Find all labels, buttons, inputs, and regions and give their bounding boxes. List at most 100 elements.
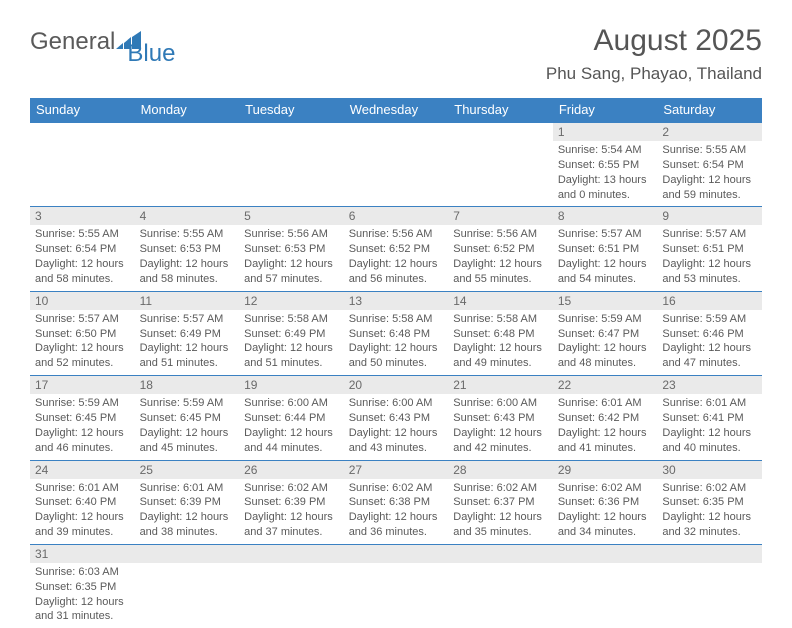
header: General Blue August 2025 Phu Sang, Phaya… — [30, 24, 762, 98]
daynum-empty — [344, 545, 449, 563]
day-number: 3 — [30, 207, 135, 225]
day-details: Sunrise: 6:01 AMSunset: 6:39 PMDaylight:… — [135, 479, 240, 544]
day-number: 13 — [344, 292, 449, 310]
cell-body-empty — [448, 140, 553, 190]
day-number: 31 — [30, 545, 135, 563]
cell-body-empty — [553, 563, 658, 613]
day-number: 21 — [448, 376, 553, 394]
day-cell: 18Sunrise: 5:59 AMSunset: 6:45 PMDayligh… — [135, 376, 240, 460]
daylight-text: Daylight: 12 hours and 50 minutes. — [349, 341, 444, 371]
day-cell: 29Sunrise: 6:02 AMSunset: 6:36 PMDayligh… — [553, 460, 658, 544]
daylight-text: Daylight: 12 hours and 47 minutes. — [662, 341, 757, 371]
day-number: 8 — [553, 207, 658, 225]
daylight-text: Daylight: 12 hours and 37 minutes. — [244, 510, 339, 540]
day-number: 19 — [239, 376, 344, 394]
day-details: Sunrise: 5:58 AMSunset: 6:48 PMDaylight:… — [448, 310, 553, 375]
day-details: Sunrise: 6:00 AMSunset: 6:43 PMDaylight:… — [448, 394, 553, 459]
sunset-text: Sunset: 6:43 PM — [453, 411, 548, 426]
sunset-text: Sunset: 6:35 PM — [35, 580, 130, 595]
sunrise-text: Sunrise: 6:02 AM — [453, 481, 548, 496]
daylight-text: Daylight: 12 hours and 51 minutes. — [140, 341, 235, 371]
daynum-empty — [239, 545, 344, 563]
day-details: Sunrise: 5:55 AMSunset: 6:54 PMDaylight:… — [30, 225, 135, 290]
day-cell: 10Sunrise: 5:57 AMSunset: 6:50 PMDayligh… — [30, 291, 135, 375]
cell-body-empty — [448, 563, 553, 613]
cell-body-empty — [135, 140, 240, 190]
day-number: 4 — [135, 207, 240, 225]
sunset-text: Sunset: 6:54 PM — [35, 242, 130, 257]
day-details: Sunrise: 5:58 AMSunset: 6:49 PMDaylight:… — [239, 310, 344, 375]
day-cell: 27Sunrise: 6:02 AMSunset: 6:38 PMDayligh… — [344, 460, 449, 544]
day-cell: 7Sunrise: 5:56 AMSunset: 6:52 PMDaylight… — [448, 207, 553, 291]
sunset-text: Sunset: 6:49 PM — [140, 327, 235, 342]
day-details: Sunrise: 5:57 AMSunset: 6:51 PMDaylight:… — [657, 225, 762, 290]
day-number: 24 — [30, 461, 135, 479]
sunset-text: Sunset: 6:35 PM — [662, 495, 757, 510]
location-subtitle: Phu Sang, Phayao, Thailand — [546, 64, 762, 84]
day-details: Sunrise: 5:59 AMSunset: 6:46 PMDaylight:… — [657, 310, 762, 375]
day-cell: 6Sunrise: 5:56 AMSunset: 6:52 PMDaylight… — [344, 207, 449, 291]
daylight-text: Daylight: 12 hours and 35 minutes. — [453, 510, 548, 540]
daynum-empty — [30, 123, 135, 140]
daylight-text: Daylight: 12 hours and 53 minutes. — [662, 257, 757, 287]
sunset-text: Sunset: 6:52 PM — [349, 242, 444, 257]
daylight-text: Daylight: 12 hours and 44 minutes. — [244, 426, 339, 456]
day-details: Sunrise: 6:02 AMSunset: 6:36 PMDaylight:… — [553, 479, 658, 544]
sunrise-text: Sunrise: 5:58 AM — [453, 312, 548, 327]
daynum-empty — [344, 123, 449, 140]
empty-cell — [553, 544, 658, 628]
sunrise-text: Sunrise: 5:57 AM — [662, 227, 757, 242]
daynum-empty — [657, 545, 762, 563]
weekday-header: Tuesday — [239, 98, 344, 122]
day-details: Sunrise: 5:57 AMSunset: 6:50 PMDaylight:… — [30, 310, 135, 375]
daylight-text: Daylight: 12 hours and 58 minutes. — [140, 257, 235, 287]
page-title: August 2025 — [546, 24, 762, 58]
day-cell: 22Sunrise: 6:01 AMSunset: 6:42 PMDayligh… — [553, 376, 658, 460]
day-number: 15 — [553, 292, 658, 310]
weekday-header: Wednesday — [344, 98, 449, 122]
week-row: 24Sunrise: 6:01 AMSunset: 6:40 PMDayligh… — [30, 460, 762, 544]
day-number: 28 — [448, 461, 553, 479]
sunset-text: Sunset: 6:45 PM — [35, 411, 130, 426]
sunrise-text: Sunrise: 6:02 AM — [558, 481, 653, 496]
day-cell: 21Sunrise: 6:00 AMSunset: 6:43 PMDayligh… — [448, 376, 553, 460]
day-number: 5 — [239, 207, 344, 225]
daylight-text: Daylight: 12 hours and 41 minutes. — [558, 426, 653, 456]
daylight-text: Daylight: 12 hours and 52 minutes. — [35, 341, 130, 371]
day-cell: 31Sunrise: 6:03 AMSunset: 6:35 PMDayligh… — [30, 544, 135, 628]
day-details: Sunrise: 5:59 AMSunset: 6:45 PMDaylight:… — [30, 394, 135, 459]
sunset-text: Sunset: 6:53 PM — [140, 242, 235, 257]
day-cell: 2Sunrise: 5:55 AMSunset: 6:54 PMDaylight… — [657, 122, 762, 207]
cell-body-empty — [657, 563, 762, 613]
sunrise-text: Sunrise: 5:59 AM — [662, 312, 757, 327]
sunset-text: Sunset: 6:51 PM — [662, 242, 757, 257]
week-row: 1Sunrise: 5:54 AMSunset: 6:55 PMDaylight… — [30, 122, 762, 207]
day-details: Sunrise: 5:55 AMSunset: 6:53 PMDaylight:… — [135, 225, 240, 290]
day-details: Sunrise: 5:59 AMSunset: 6:45 PMDaylight:… — [135, 394, 240, 459]
sunset-text: Sunset: 6:36 PM — [558, 495, 653, 510]
daylight-text: Daylight: 12 hours and 45 minutes. — [140, 426, 235, 456]
sunrise-text: Sunrise: 6:00 AM — [349, 396, 444, 411]
sunrise-text: Sunrise: 6:02 AM — [244, 481, 339, 496]
day-number: 29 — [553, 461, 658, 479]
daylight-text: Daylight: 12 hours and 39 minutes. — [35, 510, 130, 540]
empty-cell — [239, 544, 344, 628]
daylight-text: Daylight: 12 hours and 32 minutes. — [662, 510, 757, 540]
day-number: 17 — [30, 376, 135, 394]
sunset-text: Sunset: 6:40 PM — [35, 495, 130, 510]
sunrise-text: Sunrise: 5:58 AM — [349, 312, 444, 327]
day-cell: 15Sunrise: 5:59 AMSunset: 6:47 PMDayligh… — [553, 291, 658, 375]
day-cell: 11Sunrise: 5:57 AMSunset: 6:49 PMDayligh… — [135, 291, 240, 375]
sunset-text: Sunset: 6:42 PM — [558, 411, 653, 426]
day-number: 22 — [553, 376, 658, 394]
logo-general: General — [30, 28, 115, 56]
daylight-text: Daylight: 12 hours and 58 minutes. — [35, 257, 130, 287]
sunset-text: Sunset: 6:51 PM — [558, 242, 653, 257]
daylight-text: Daylight: 12 hours and 40 minutes. — [662, 426, 757, 456]
daynum-empty — [448, 545, 553, 563]
weekday-header-row: SundayMondayTuesdayWednesdayThursdayFrid… — [30, 98, 762, 122]
day-cell: 13Sunrise: 5:58 AMSunset: 6:48 PMDayligh… — [344, 291, 449, 375]
day-details: Sunrise: 5:54 AMSunset: 6:55 PMDaylight:… — [553, 141, 658, 206]
daylight-text: Daylight: 12 hours and 31 minutes. — [35, 595, 130, 625]
day-details: Sunrise: 6:02 AMSunset: 6:39 PMDaylight:… — [239, 479, 344, 544]
